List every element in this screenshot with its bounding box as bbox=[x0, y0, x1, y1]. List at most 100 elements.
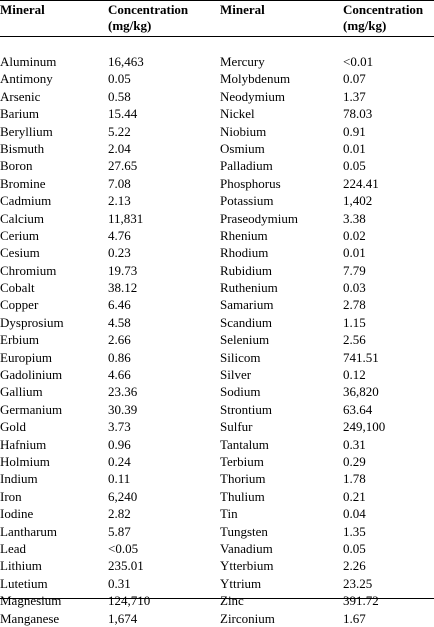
header-concentration-right: Concentration (mg/kg) bbox=[343, 2, 423, 34]
concentration-cell: 0.31 bbox=[343, 436, 366, 452]
concentration-cell: 124,710 bbox=[108, 593, 151, 609]
mineral-name-cell: Iron bbox=[0, 488, 22, 504]
mineral-name-cell: Potassium bbox=[220, 193, 274, 209]
mineral-name-cell: Aluminum bbox=[0, 54, 57, 69]
header-concentration-right-line1: Concentration bbox=[343, 2, 424, 17]
mineral-name-cell: Europium bbox=[0, 349, 52, 365]
mineral-name-cell: Calcium bbox=[0, 210, 45, 226]
mineral-name-cell: Magnesium bbox=[0, 593, 62, 609]
concentration-cell: 0.05 bbox=[108, 71, 131, 87]
concentration-cell: 2.66 bbox=[108, 332, 131, 348]
concentration-cell: 0.02 bbox=[343, 227, 366, 243]
concentration-cell: 63.64 bbox=[343, 401, 373, 417]
header-concentration-left-line1: Concentration bbox=[108, 2, 189, 17]
mineral-name-cell: Manganese bbox=[0, 610, 60, 626]
mineral-name-cell: Cesium bbox=[0, 245, 40, 261]
concentration-cell: 11,831 bbox=[108, 210, 144, 226]
header-mineral-right: Mineral bbox=[220, 2, 265, 17]
mineral-name-cell: Nickel bbox=[220, 106, 255, 122]
header-concentration-left-line2: (mg/kg) bbox=[108, 18, 152, 33]
mineral-name-cell: Lantharum bbox=[0, 523, 58, 539]
concentration-cell: 2.26 bbox=[343, 558, 366, 574]
concentration-cell: 0.01 bbox=[343, 140, 366, 156]
mineral-name-cell: Tin bbox=[220, 506, 238, 522]
concentration-cell: 0.07 bbox=[343, 71, 366, 87]
mineral-name-cell: Dysprosium bbox=[0, 314, 64, 330]
mineral-name-cell: Praseodymium bbox=[220, 210, 298, 226]
concentration-cell: 0.11 bbox=[108, 471, 131, 487]
concentration-cell: 5.87 bbox=[108, 523, 131, 539]
mineral-name-cell: Ruthenium bbox=[220, 280, 278, 296]
concentration-cell: 23.25 bbox=[343, 575, 373, 591]
table-top-rule bbox=[0, 0, 434, 1]
concentration-cell: 2.04 bbox=[108, 140, 131, 156]
mineral-name-cell: Yttrium bbox=[220, 575, 262, 591]
concentration-cell: 0.04 bbox=[343, 506, 366, 522]
mineral-name-cell: Copper bbox=[0, 297, 39, 313]
mineral-name-cell: Rhodium bbox=[220, 245, 269, 261]
mineral-name-cell: Samarium bbox=[220, 297, 274, 313]
concentration-cell: 1.78 bbox=[343, 471, 366, 487]
concentration-cell: 0.91 bbox=[343, 123, 366, 139]
concentration-cell: 391.72 bbox=[343, 593, 379, 609]
mineral-name-cell: Beryllium bbox=[0, 123, 53, 139]
mineral-name-cell: Zirconium bbox=[220, 610, 275, 626]
mineral-name-cell: Thulium bbox=[220, 488, 265, 504]
mineral-name-cell: Terbium bbox=[220, 453, 264, 469]
concentration-cell: 4.58 bbox=[108, 314, 131, 330]
concentration-cell: 0.24 bbox=[108, 453, 131, 469]
mineral-name-cell: Cobalt bbox=[0, 280, 35, 296]
concentration-cell: 2.78 bbox=[343, 297, 366, 313]
concentration-cell: 7.08 bbox=[108, 175, 131, 191]
concentration-cell: 0.21 bbox=[343, 488, 366, 504]
concentration-cell: 5.22 bbox=[108, 123, 131, 139]
mineral-name-cell: Molybdenum bbox=[220, 71, 291, 87]
mineral-name-cell: Ytterbium bbox=[220, 558, 274, 574]
mineral-name-cell: Tungsten bbox=[220, 523, 268, 539]
concentration-cell: 15.44 bbox=[108, 106, 138, 122]
mineral-name-cell: Gallium bbox=[0, 384, 43, 400]
concentration-cell: 0.96 bbox=[108, 436, 131, 452]
concentration-cell: 0.23 bbox=[108, 245, 131, 261]
mineral-name-cell: Silicom bbox=[220, 349, 261, 365]
mineral-name-cell: Palladium bbox=[220, 158, 273, 174]
concentration-cell: <0.05 bbox=[108, 540, 139, 556]
concentration-cell: 0.05 bbox=[343, 158, 366, 174]
concentration-cell: 0.58 bbox=[108, 88, 131, 104]
mineral-name-cell: Gadolinium bbox=[0, 367, 63, 383]
mineral-name-cell: Chromium bbox=[0, 262, 57, 278]
right-concentration-column: <0.01 0.07 1.37 78.03 0.91 0.01 0.05 224.41 1,40… bbox=[343, 53, 385, 627]
mineral-name-cell: Scandium bbox=[220, 314, 272, 330]
mineral-name-cell: Rhenium bbox=[220, 227, 268, 243]
concentration-cell: 38.12 bbox=[108, 280, 138, 296]
mineral-name-cell: Gold bbox=[0, 419, 26, 435]
concentration-cell: 30.39 bbox=[108, 401, 138, 417]
concentration-cell: 1,402 bbox=[343, 193, 373, 209]
mineral-name-cell: Cerium bbox=[0, 227, 39, 243]
concentration-cell: 0.86 bbox=[108, 349, 131, 365]
mineral-name-cell: Tantalum bbox=[220, 436, 269, 452]
concentration-cell: 2.13 bbox=[108, 193, 131, 209]
concentration-cell: 3.38 bbox=[343, 210, 366, 226]
table-bottom-rule bbox=[0, 598, 434, 599]
mineral-name-cell: Lead bbox=[0, 540, 26, 556]
mineral-name-cell: Zinc bbox=[220, 593, 244, 609]
concentration-cell: 1,674 bbox=[108, 610, 138, 626]
mineral-name-cell: Neodymium bbox=[220, 88, 285, 104]
concentration-cell: <0.01 bbox=[343, 54, 374, 69]
concentration-cell: 0.05 bbox=[343, 540, 366, 556]
concentration-cell: 235.01 bbox=[108, 558, 144, 574]
mineral-name-cell: Erbium bbox=[0, 332, 39, 348]
mineral-name-cell: Lutetium bbox=[0, 575, 48, 591]
mineral-name-cell: Phosphorus bbox=[220, 175, 281, 191]
mineral-name-cell: Selenium bbox=[220, 332, 270, 348]
concentration-cell: 4.66 bbox=[108, 367, 131, 383]
concentration-cell: 6.46 bbox=[108, 297, 131, 313]
concentration-cell: 224.41 bbox=[343, 175, 379, 191]
concentration-cell: 0.29 bbox=[343, 453, 366, 469]
mineral-name-cell: Barium bbox=[0, 106, 39, 122]
mineral-name-cell: Thorium bbox=[220, 471, 266, 487]
mineral-name-cell: Strontium bbox=[220, 401, 273, 417]
concentration-cell: 27.65 bbox=[108, 158, 138, 174]
mineral-name-cell: Cadmium bbox=[0, 193, 52, 209]
